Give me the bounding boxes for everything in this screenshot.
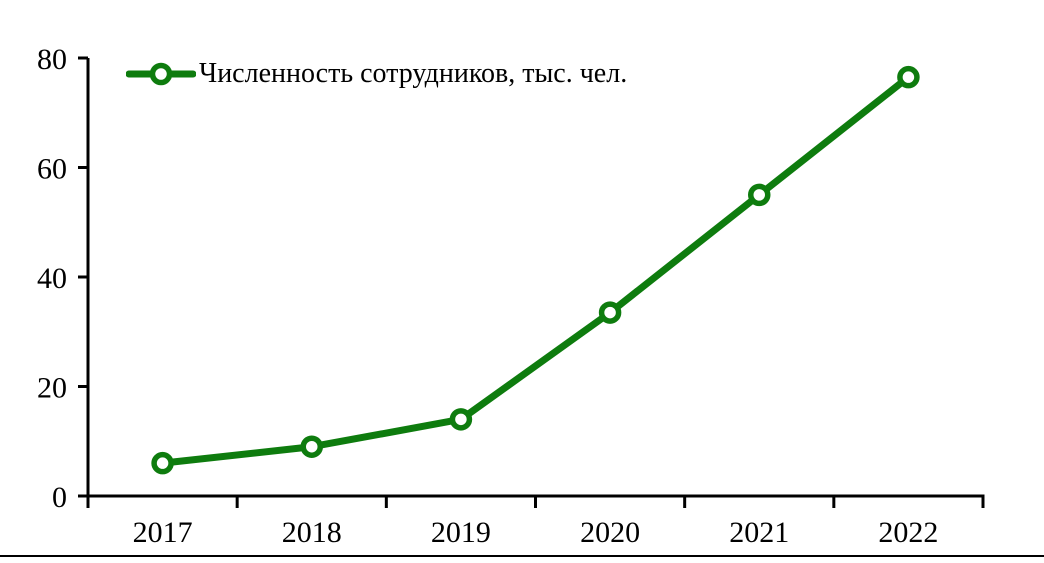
data-point-marker bbox=[300, 435, 323, 458]
x-tick-label: 2017 bbox=[133, 516, 193, 549]
y-tick-label: 80 bbox=[37, 43, 67, 76]
x-tick-label: 2022 bbox=[878, 516, 938, 549]
data-point-marker bbox=[748, 183, 771, 207]
data-point-marker bbox=[897, 65, 920, 89]
x-tick-label: 2018 bbox=[282, 516, 342, 549]
legend-line-marker-icon bbox=[126, 62, 196, 86]
bottom-divider bbox=[0, 555, 1044, 557]
chart-legend: Численность сотрудников, тыс. чел. bbox=[126, 57, 627, 91]
employees-line-chart: 0 20 40 60 80 2017 2018 2019 2020 2021 2022 bbox=[37, 43, 985, 549]
data-point-marker bbox=[449, 408, 473, 431]
legend-label: Численность сотрудников, тыс. чел. bbox=[199, 58, 628, 89]
y-tick-label: 60 bbox=[37, 153, 67, 186]
data-point-marker bbox=[151, 451, 174, 475]
series-line bbox=[159, 73, 912, 467]
y-tick-label: 20 bbox=[37, 372, 67, 405]
y-tick-label: 0 bbox=[52, 481, 67, 514]
x-tick-label: 2019 bbox=[431, 516, 491, 549]
y-tick-label: 40 bbox=[37, 262, 67, 295]
data-point-marker bbox=[598, 301, 622, 324]
x-tick-label: 2021 bbox=[729, 516, 789, 549]
x-tick-label: 2020 bbox=[580, 516, 640, 549]
